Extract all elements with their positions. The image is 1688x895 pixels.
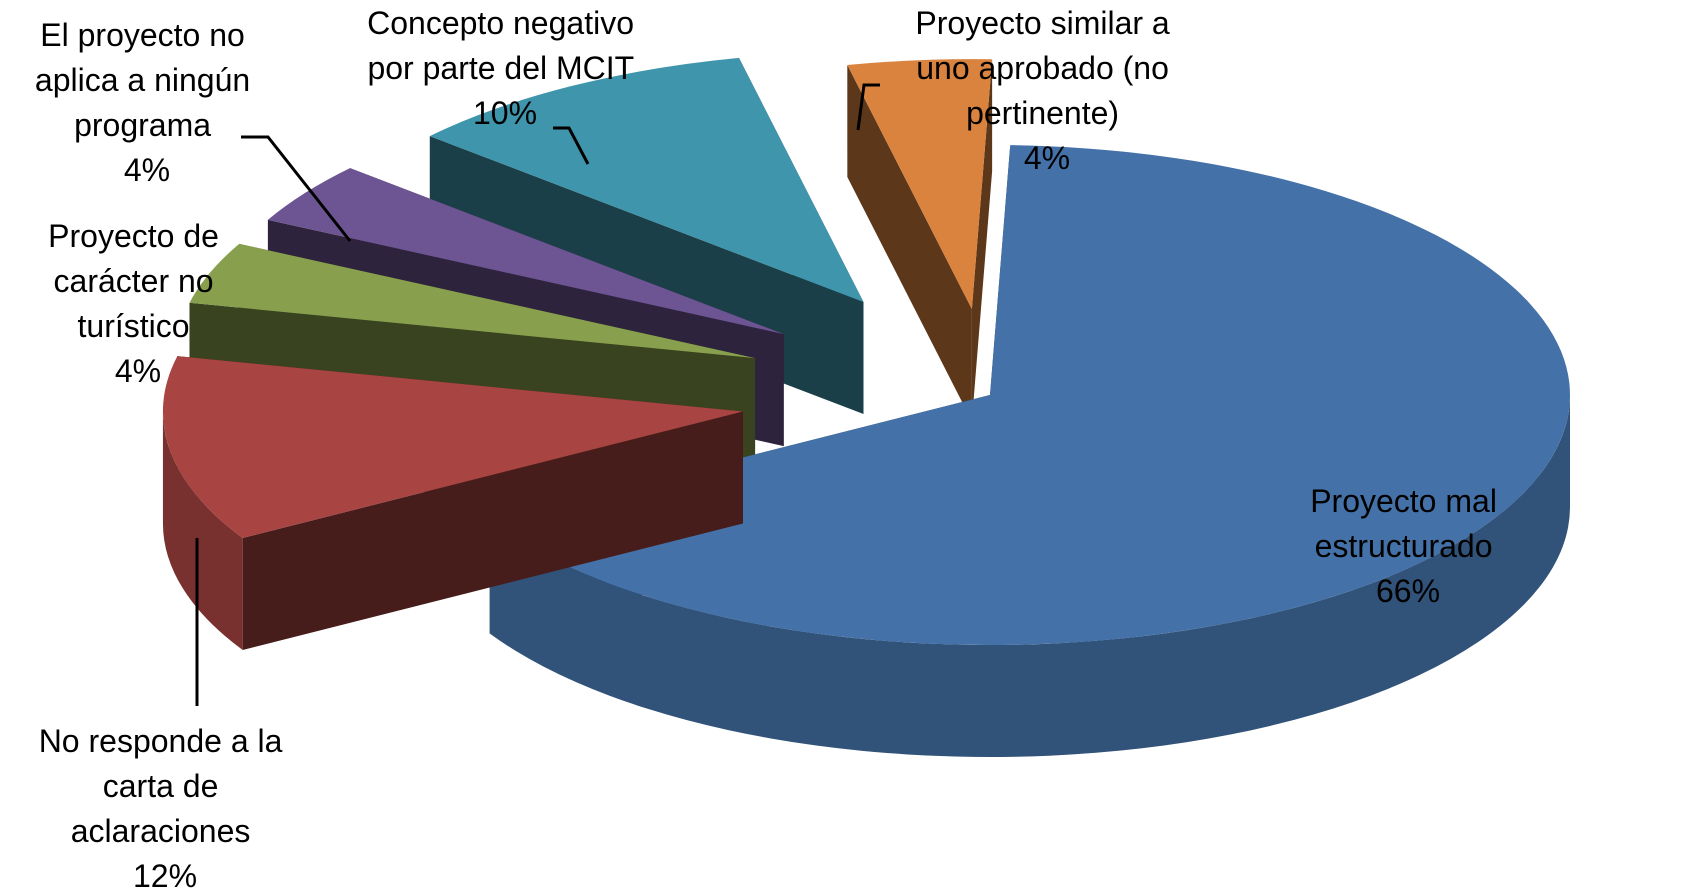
slice-label-similar: Proyecto similar a uno aprobado (no pert…: [915, 5, 1178, 176]
pie-slices: [162, 57, 1571, 757]
slice-label-no-aplica: El proyecto no aplica a ningún programa …: [35, 17, 259, 188]
slice-top-proyecto-similar-a-uno-aprobado-no-pertinente: [847, 59, 993, 310]
slice-label-no-turistico: Proyecto de carácter no turístico 4%: [48, 218, 228, 389]
leader-line-concepto-negativo: [553, 126, 590, 165]
slice-no-responde-a-la-carta-de-aclaraciones: [162, 356, 743, 650]
slice-label-concepto-negativo: Concepto negativo por parte del MCIT 10%: [367, 5, 643, 131]
leader-line-no-aplica: [241, 135, 352, 242]
slice-side-wall-proyecto-similar-a-uno-aprobado-no-pertinente-0: [847, 64, 972, 422]
slice-top-proyecto-mal-estructurado: [489, 145, 1570, 645]
slice-label-no-responde: No responde a la carta de aclaraciones 1…: [39, 723, 292, 894]
slice-proyecto-similar-a-uno-aprobado-no-pertinente: [847, 59, 993, 422]
slice-rim-no-responde-a-la-carta-de-aclaraciones-0: [162, 411, 243, 650]
slice-side-wall-proyecto-similar-a-uno-aprobado-no-pertinente-1: [971, 59, 993, 422]
leader-line-similar: [856, 83, 880, 131]
slice-top-concepto-negativo-por-parte-del-mcit: [429, 57, 864, 303]
slice-rim-proyecto-mal-estructurado-0: [489, 395, 1571, 757]
slice-top-el-proyecto-no-aplica-a-ningun-programa: [267, 168, 784, 335]
slice-top-proyecto-de-caracter-no-turistico: [189, 243, 756, 359]
leader-lines: [195, 83, 880, 706]
slice-top-no-responde-a-la-carta-de-aclaraciones: [162, 356, 743, 538]
slice-label-mal-estructurado: Proyecto mal estructurado 66%: [1310, 483, 1506, 609]
slice-proyecto-mal-estructurado: [489, 145, 1571, 757]
